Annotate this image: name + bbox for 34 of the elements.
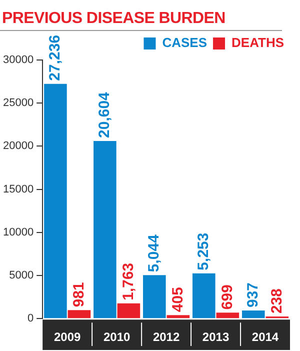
bar — [143, 275, 166, 318]
data-label: 27,236 — [46, 34, 64, 81]
bar — [117, 303, 140, 318]
data-label: 937 — [244, 282, 262, 308]
data-label: 405 — [169, 287, 186, 312]
y-tick-label: 10000 — [2, 226, 34, 238]
bar — [44, 84, 67, 318]
y-tick-label: 30000 — [2, 54, 34, 66]
data-label: 981 — [70, 282, 88, 308]
y-tick-label: 25000 — [2, 97, 34, 110]
bar — [68, 310, 91, 318]
data-label: 5,044 — [146, 234, 163, 272]
x-tick-label: 2013 — [202, 330, 230, 344]
data-label: 699 — [218, 284, 236, 310]
data-label: 20,604 — [96, 91, 114, 138]
bar — [192, 273, 216, 318]
data-label: 238 — [268, 288, 286, 314]
data-label: 1,763 — [120, 262, 137, 300]
y-tick-label: 0 — [27, 312, 34, 325]
data-label: 5,253 — [195, 232, 212, 270]
bar — [166, 315, 190, 318]
x-tick-label: 2009 — [54, 330, 81, 344]
y-tick-label: 5000 — [9, 270, 34, 282]
bar — [216, 312, 240, 318]
y-tick-label: 15000 — [2, 183, 34, 196]
y-tick-label: 20000 — [2, 140, 34, 152]
legend-label: CASES — [162, 35, 208, 50]
bar — [94, 140, 116, 318]
x-tick-label: 2010 — [103, 330, 130, 344]
legend-label: DEATHS — [232, 35, 284, 50]
x-tick-label: 2012 — [152, 330, 180, 344]
x-tick-label: 2014 — [252, 330, 279, 344]
bar — [242, 310, 265, 318]
chart-title: PREVIOUS DISEASE BURDEN — [0, 0, 282, 31]
